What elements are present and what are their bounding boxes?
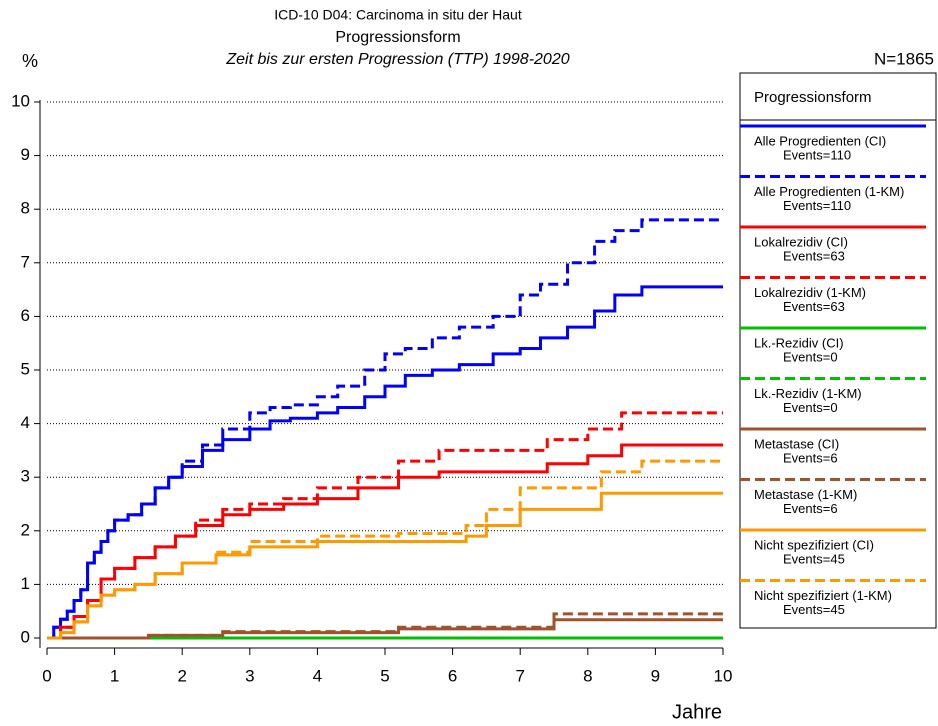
legend-events: Events=110	[783, 147, 851, 162]
chart-title: ICD-10 D04: Carcinoma in situ der Haut	[274, 7, 522, 23]
y-tick-label: 5	[21, 359, 30, 378]
x-tick-label: 3	[245, 666, 254, 685]
series-line	[47, 411, 723, 640]
n-label: N=1865	[874, 49, 934, 68]
y-tick-label: 9	[21, 145, 30, 164]
series-line	[47, 618, 723, 640]
legend-label: Lk.-Rezidiv (1-KM)	[754, 386, 862, 401]
x-tick-label: 9	[651, 666, 660, 685]
y-tick-label: 0	[21, 627, 30, 646]
series-line	[47, 285, 723, 640]
legend-events: Events=63	[783, 299, 845, 314]
legend-events: Events=6	[783, 501, 838, 516]
legend-label: Alle Progredienten (1-KM)	[754, 184, 904, 199]
legend-label: Metastase (1-KM)	[754, 487, 857, 502]
y-tick-label: 7	[21, 252, 30, 271]
series-line	[47, 443, 723, 640]
x-tick-label: 7	[515, 666, 524, 685]
legend-label: Nicht spezifiziert (1-KM)	[754, 588, 892, 603]
legend-label: Lokalrezidiv (1-KM)	[754, 285, 866, 300]
chart-subtitle: Zeit bis zur ersten Progression (TTP) 19…	[225, 51, 569, 68]
legend-events: Events=110	[783, 198, 851, 213]
legend-label: Metastase (CI)	[754, 436, 839, 451]
y-tick-label: 3	[21, 467, 30, 486]
legend-label: Nicht spezifiziert (CI)	[754, 537, 874, 552]
x-tick-label: 2	[177, 666, 186, 685]
x-tick-label: 10	[714, 666, 733, 685]
legend-title: Progressionsform	[754, 89, 872, 106]
y-tick-label: 4	[21, 413, 30, 432]
y-axis-label: %	[22, 51, 38, 71]
x-tick-label: 1	[110, 666, 119, 685]
legend-label: Lokalrezidiv (CI)	[754, 234, 848, 249]
x-tick-label: 8	[583, 666, 592, 685]
series-line	[47, 459, 723, 640]
y-tick-label: 10	[11, 91, 30, 110]
series-line	[47, 491, 723, 640]
chart-subtitle: Progressionsform	[335, 29, 460, 46]
x-tick-label: 5	[380, 666, 389, 685]
x-tick-label: 6	[448, 666, 457, 685]
legend-events: Events=45	[783, 602, 845, 617]
series-line	[47, 218, 723, 640]
x-tick-label: 4	[313, 666, 322, 685]
y-tick-label: 2	[21, 520, 30, 539]
legend-events: Events=0	[783, 349, 838, 364]
legend-box	[739, 72, 937, 629]
legend-events: Events=0	[783, 400, 838, 415]
legend-events: Events=6	[783, 450, 838, 465]
y-tick-label: 6	[21, 306, 30, 325]
x-tick-label: 0	[42, 666, 51, 685]
legend-events: Events=63	[783, 248, 845, 263]
series-line	[47, 612, 723, 640]
y-tick-label: 1	[21, 574, 30, 593]
legend-label: Lk.-Rezidiv (CI)	[754, 335, 844, 350]
legend-label: Alle Progredienten (CI)	[754, 133, 886, 148]
y-tick-label: 8	[21, 199, 30, 218]
legend-events: Events=45	[783, 551, 845, 566]
x-axis-label: Jahre	[672, 701, 722, 723]
